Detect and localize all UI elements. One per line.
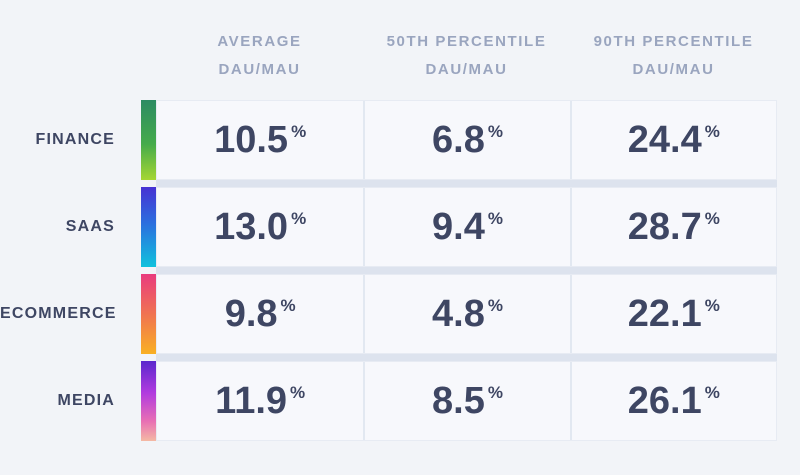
row-cells: 10.5% 6.8% 24.4% [156,100,777,180]
table-header: AVERAGE DAU/MAU 50TH PERCENTILE DAU/MAU … [0,20,777,100]
value-cell-ecommerce-90th: 22.1% [569,275,776,353]
column-header-line1: 50TH PERCENTILE [386,33,547,50]
value-text: 8.5 [432,380,485,422]
percent-sign: % [290,383,306,402]
value-cell-ecommerce-50th: 4.8% [363,275,569,353]
percent-sign: % [291,209,307,228]
value-text: 9.8 [224,293,278,335]
value-cell-finance-90th: 24.4% [569,101,776,179]
row-cells: 11.9% 8.5% 26.1% [156,361,777,441]
column-header-line2: DAU/MAU [425,61,508,78]
column-header-50th-percentile: 50TH PERCENTILE DAU/MAU [363,28,570,100]
value-cell-saas-50th: 9.4% [363,188,569,266]
value-cell-media-50th: 8.5% [363,362,569,440]
value-text: 11.9 [215,380,288,422]
value-cell-saas-90th: 28.7% [569,188,776,266]
value-text: 26.1 [627,380,702,422]
percent-sign: % [487,296,503,315]
value-text: 9.4 [432,206,485,248]
row-label-media: MEDIA [57,392,115,409]
value-cell-media-average: 11.9% [157,362,363,440]
column-header-90th-percentile: 90TH PERCENTILE DAU/MAU [570,28,777,100]
row-cells: 13.0% 9.4% 28.7% [156,187,777,267]
column-header-line1: 90TH PERCENTILE [593,33,754,50]
header-spacer [0,28,156,100]
ecommerce-gradient-bar [141,274,156,354]
row-label-ecommerce: ECOMMERCE [0,305,117,322]
row-label-finance: FINANCE [35,131,115,148]
value-text: 4.8 [432,293,485,335]
percent-sign: % [280,296,296,315]
value-cell-finance-average: 10.5% [157,101,363,179]
value-text: 24.4 [627,119,702,161]
column-header-average: AVERAGE DAU/MAU [156,28,363,100]
value-cell-finance-50th: 6.8% [363,101,569,179]
percent-sign: % [704,383,720,402]
percent-sign: % [704,296,720,315]
media-gradient-bar [141,361,156,441]
percent-sign: % [487,383,503,402]
column-header-line2: DAU/MAU [632,61,715,78]
percent-sign: % [704,122,720,141]
column-header-line1: AVERAGE [217,33,302,50]
value-cell-ecommerce-average: 9.8% [157,275,363,353]
table-row-saas: SAAS 13.0% 9.4% 28.7% [0,187,777,267]
value-text: 10.5 [214,119,289,161]
table-row-ecommerce: ECOMMERCE 9.8% 4.8% 22.1% [0,274,777,354]
table-row-finance: FINANCE 10.5% 6.8% 24.4% [0,100,777,180]
percent-sign: % [487,122,503,141]
row-cells: 9.8% 4.8% 22.1% [156,274,777,354]
value-text: 13.0 [214,206,289,248]
table-row-media: MEDIA 11.9% 8.5% 26.1% [0,361,777,441]
value-cell-media-90th: 26.1% [569,362,776,440]
dau-mau-benchmark-table: AVERAGE DAU/MAU 50TH PERCENTILE DAU/MAU … [0,20,777,441]
saas-gradient-bar [141,187,156,267]
column-header-line2: DAU/MAU [218,61,301,78]
percent-sign: % [704,209,720,228]
value-cell-saas-average: 13.0% [157,188,363,266]
value-text: 22.1 [627,293,702,335]
percent-sign: % [291,122,307,141]
finance-gradient-bar [141,100,156,180]
value-text: 6.8 [432,119,485,161]
row-label-saas: SAAS [65,218,115,235]
percent-sign: % [487,209,503,228]
value-text: 28.7 [627,206,702,248]
